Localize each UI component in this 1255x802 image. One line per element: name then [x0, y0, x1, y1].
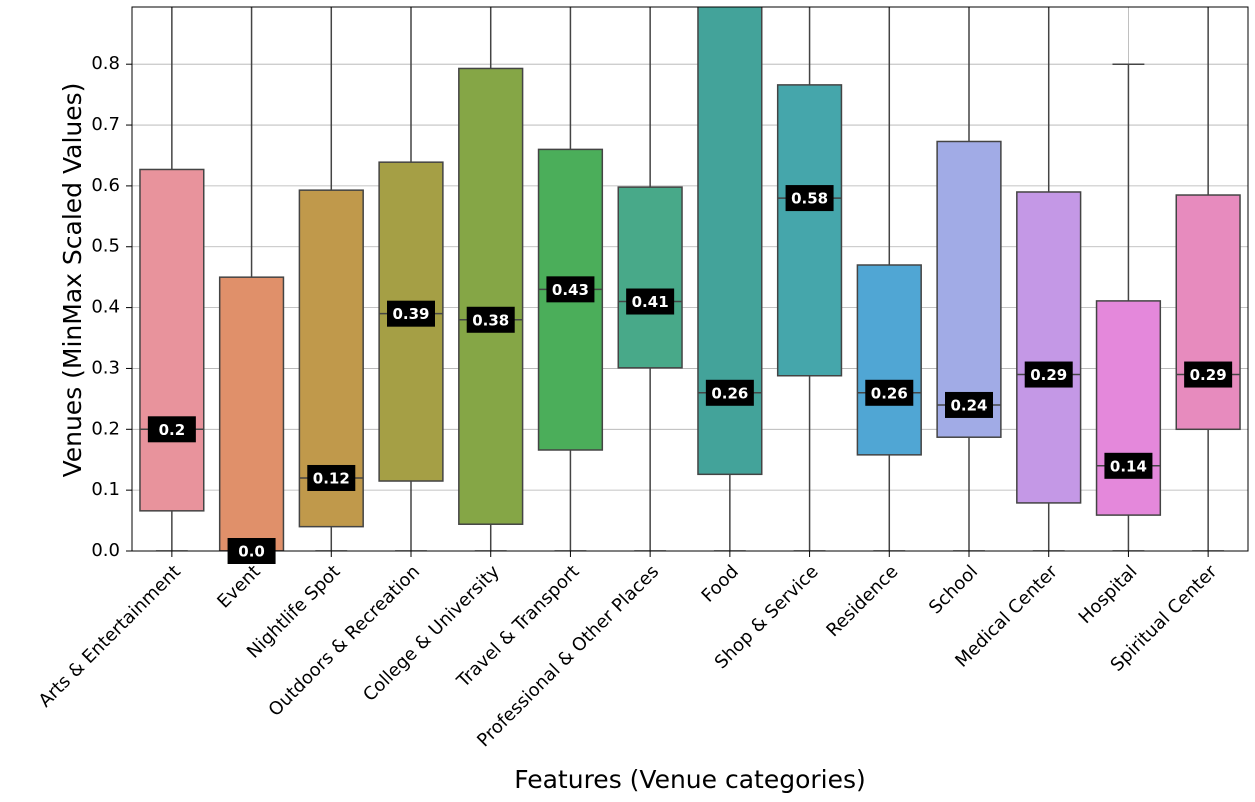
x-tick-label: College & University	[359, 561, 504, 706]
y-tick-label: 0.2	[91, 418, 120, 439]
median-label: 0.0	[238, 543, 265, 561]
median-label-bg	[546, 276, 595, 303]
y-tick-label: 0.5	[91, 236, 120, 257]
median-label-bg	[1184, 361, 1233, 388]
box	[218, 276, 285, 551]
median-label: 0.41	[632, 293, 669, 311]
box	[617, 186, 683, 369]
median-label: 0.12	[313, 469, 350, 487]
y-tick-label: 0.1	[91, 479, 120, 500]
median-label-bg	[387, 300, 435, 327]
median-label-bg	[466, 306, 515, 333]
median-label: 0.29	[1190, 366, 1227, 384]
plot-frame	[131, 6, 1249, 552]
box	[776, 84, 843, 377]
y-tick-label: 0.6	[91, 175, 120, 196]
y-tick-label: 0.4	[91, 297, 120, 318]
median-label-bg	[785, 185, 834, 212]
x-tick-label: Arts & Entertainment	[35, 561, 185, 711]
median-label-bg	[945, 391, 993, 418]
median-label: 0.43	[552, 281, 589, 299]
median-label: 0.39	[392, 305, 429, 323]
x-tick-label: Hospital	[1075, 561, 1142, 628]
median-label: 0.26	[871, 384, 908, 402]
median-label-bg	[307, 464, 356, 491]
y-tick-label: 0.3	[91, 357, 120, 378]
median-label: 0.38	[472, 311, 509, 329]
median-label-bg	[147, 416, 196, 443]
y-axis-label: Venues (MinMax Scaled Values)	[58, 83, 87, 478]
box	[1095, 300, 1162, 516]
box	[458, 67, 524, 525]
x-tick-label: Residence	[822, 561, 902, 641]
box	[139, 168, 205, 512]
box	[936, 140, 1002, 438]
median-label: 0.14	[1110, 457, 1147, 475]
median-label: 0.58	[791, 190, 828, 208]
box	[1016, 191, 1082, 504]
x-axis-label: Features (Venue categories)	[514, 765, 866, 794]
median-label-bg	[626, 288, 675, 315]
y-tick-label: 0.7	[91, 114, 120, 135]
box	[856, 264, 922, 456]
median-label-bg	[865, 379, 914, 406]
median-label: 0.2	[159, 421, 186, 439]
median-label-bg	[227, 538, 276, 564]
x-tick-label: Outdoors & Recreation	[265, 561, 425, 721]
y-tick-label: 0.8	[91, 53, 120, 74]
box	[1175, 194, 1241, 431]
x-tick-label: Event	[213, 561, 264, 612]
median-label-bg	[1104, 452, 1153, 479]
plot-area	[139, 7, 1241, 551]
median-label: 0.26	[711, 384, 748, 402]
y-tick-label: 0.0	[91, 540, 120, 561]
x-tick-label: Food	[698, 561, 743, 606]
median-label-bg	[705, 379, 754, 406]
x-tick-label: School	[925, 561, 982, 618]
median-label: 0.29	[1030, 366, 1067, 384]
median-label: 0.24	[950, 396, 987, 414]
median-label-bg	[1024, 361, 1073, 388]
